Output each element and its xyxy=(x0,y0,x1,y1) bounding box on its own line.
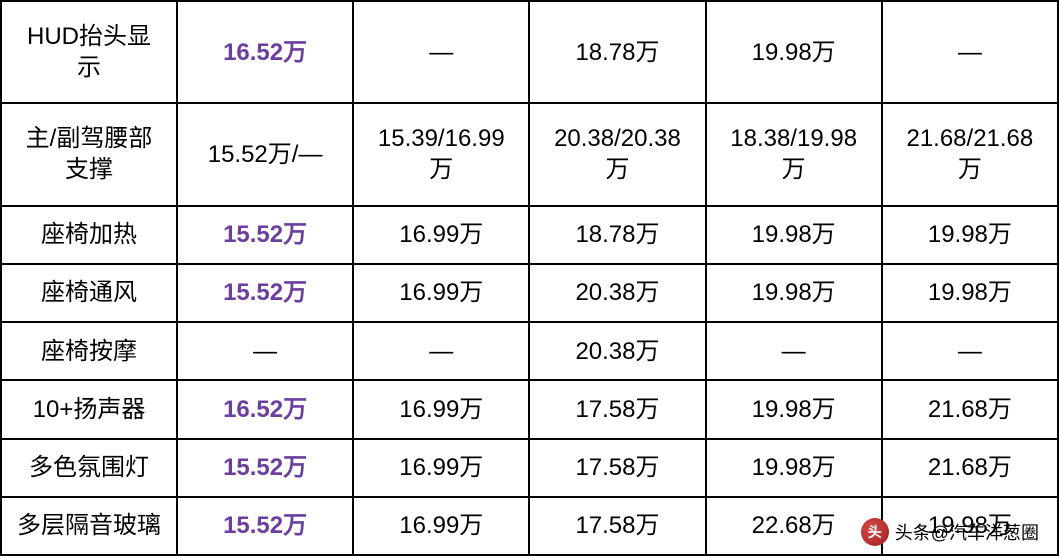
table-row: 座椅加热 15.52万 16.99万 18.78万 19.98万 19.98万 xyxy=(1,206,1058,264)
price-cell: 19.98万 xyxy=(882,264,1058,322)
feature-label: HUD抬头显示 xyxy=(1,1,177,103)
feature-label: 多色氛围灯 xyxy=(1,439,177,497)
price-cell: 21.68万 xyxy=(882,380,1058,438)
table-row: 多层隔音玻璃 15.52万 16.99万 17.58万 22.68万 19.98… xyxy=(1,497,1058,555)
price-cell: 20.38万 xyxy=(529,322,705,380)
price-cell: 15.52万 xyxy=(177,439,353,497)
price-cell: — xyxy=(706,322,882,380)
price-cell: 16.99万 xyxy=(353,439,529,497)
price-cell: 16.99万 xyxy=(353,497,529,555)
price-cell: 19.98万 xyxy=(706,1,882,103)
price-cell: 19.98万 xyxy=(706,206,882,264)
price-cell: 15.52万 xyxy=(177,497,353,555)
table-row: 座椅通风 15.52万 16.99万 20.38万 19.98万 19.98万 xyxy=(1,264,1058,322)
price-cell: 21.68/21.68万 xyxy=(882,103,1058,205)
price-cell: — xyxy=(882,322,1058,380)
price-cell: 16.52万 xyxy=(177,1,353,103)
price-cell: 15.52万 xyxy=(177,264,353,322)
price-cell: 16.52万 xyxy=(177,380,353,438)
feature-label: 座椅通风 xyxy=(1,264,177,322)
price-cell: 19.98万 xyxy=(706,439,882,497)
price-cell: 16.99万 xyxy=(353,380,529,438)
price-cell: 16.99万 xyxy=(353,264,529,322)
price-cell: 21.68万 xyxy=(882,439,1058,497)
price-cell: 22.68万 xyxy=(706,497,882,555)
price-cell: 18.38/19.98万 xyxy=(706,103,882,205)
price-cell: 19.98万 xyxy=(882,497,1058,555)
feature-label: 座椅按摩 xyxy=(1,322,177,380)
price-cell: 20.38万 xyxy=(529,264,705,322)
price-cell: — xyxy=(353,322,529,380)
price-cell: — xyxy=(353,1,529,103)
price-cell: 19.98万 xyxy=(706,380,882,438)
price-cell: 16.99万 xyxy=(353,206,529,264)
price-cell: — xyxy=(177,322,353,380)
table-body: HUD抬头显示 16.52万 — 18.78万 19.98万 — 主/副驾腰部支… xyxy=(1,1,1058,555)
price-cell: 17.58万 xyxy=(529,497,705,555)
table-row: 座椅按摩 — — 20.38万 — — xyxy=(1,322,1058,380)
price-cell: 15.39/16.99万 xyxy=(353,103,529,205)
feature-label: 10+扬声器 xyxy=(1,380,177,438)
table-row: 主/副驾腰部支撑 15.52万/— 15.39/16.99万 20.38/20.… xyxy=(1,103,1058,205)
feature-label: 座椅加热 xyxy=(1,206,177,264)
feature-label: 多层隔音玻璃 xyxy=(1,497,177,555)
price-cell: 18.78万 xyxy=(529,1,705,103)
price-cell: 15.52万/— xyxy=(177,103,353,205)
table-row: HUD抬头显示 16.52万 — 18.78万 19.98万 — xyxy=(1,1,1058,103)
price-cell: 15.52万 xyxy=(177,206,353,264)
table-row: 多色氛围灯 15.52万 16.99万 17.58万 19.98万 21.68万 xyxy=(1,439,1058,497)
price-cell: 19.98万 xyxy=(882,206,1058,264)
table-row: 10+扬声器 16.52万 16.99万 17.58万 19.98万 21.68… xyxy=(1,380,1058,438)
price-cell: 19.98万 xyxy=(706,264,882,322)
price-cell: 17.58万 xyxy=(529,380,705,438)
price-cell: — xyxy=(882,1,1058,103)
feature-label: 主/副驾腰部支撑 xyxy=(1,103,177,205)
price-cell: 18.78万 xyxy=(529,206,705,264)
price-cell: 17.58万 xyxy=(529,439,705,497)
comparison-table: HUD抬头显示 16.52万 — 18.78万 19.98万 — 主/副驾腰部支… xyxy=(0,0,1059,556)
price-cell: 20.38/20.38万 xyxy=(529,103,705,205)
